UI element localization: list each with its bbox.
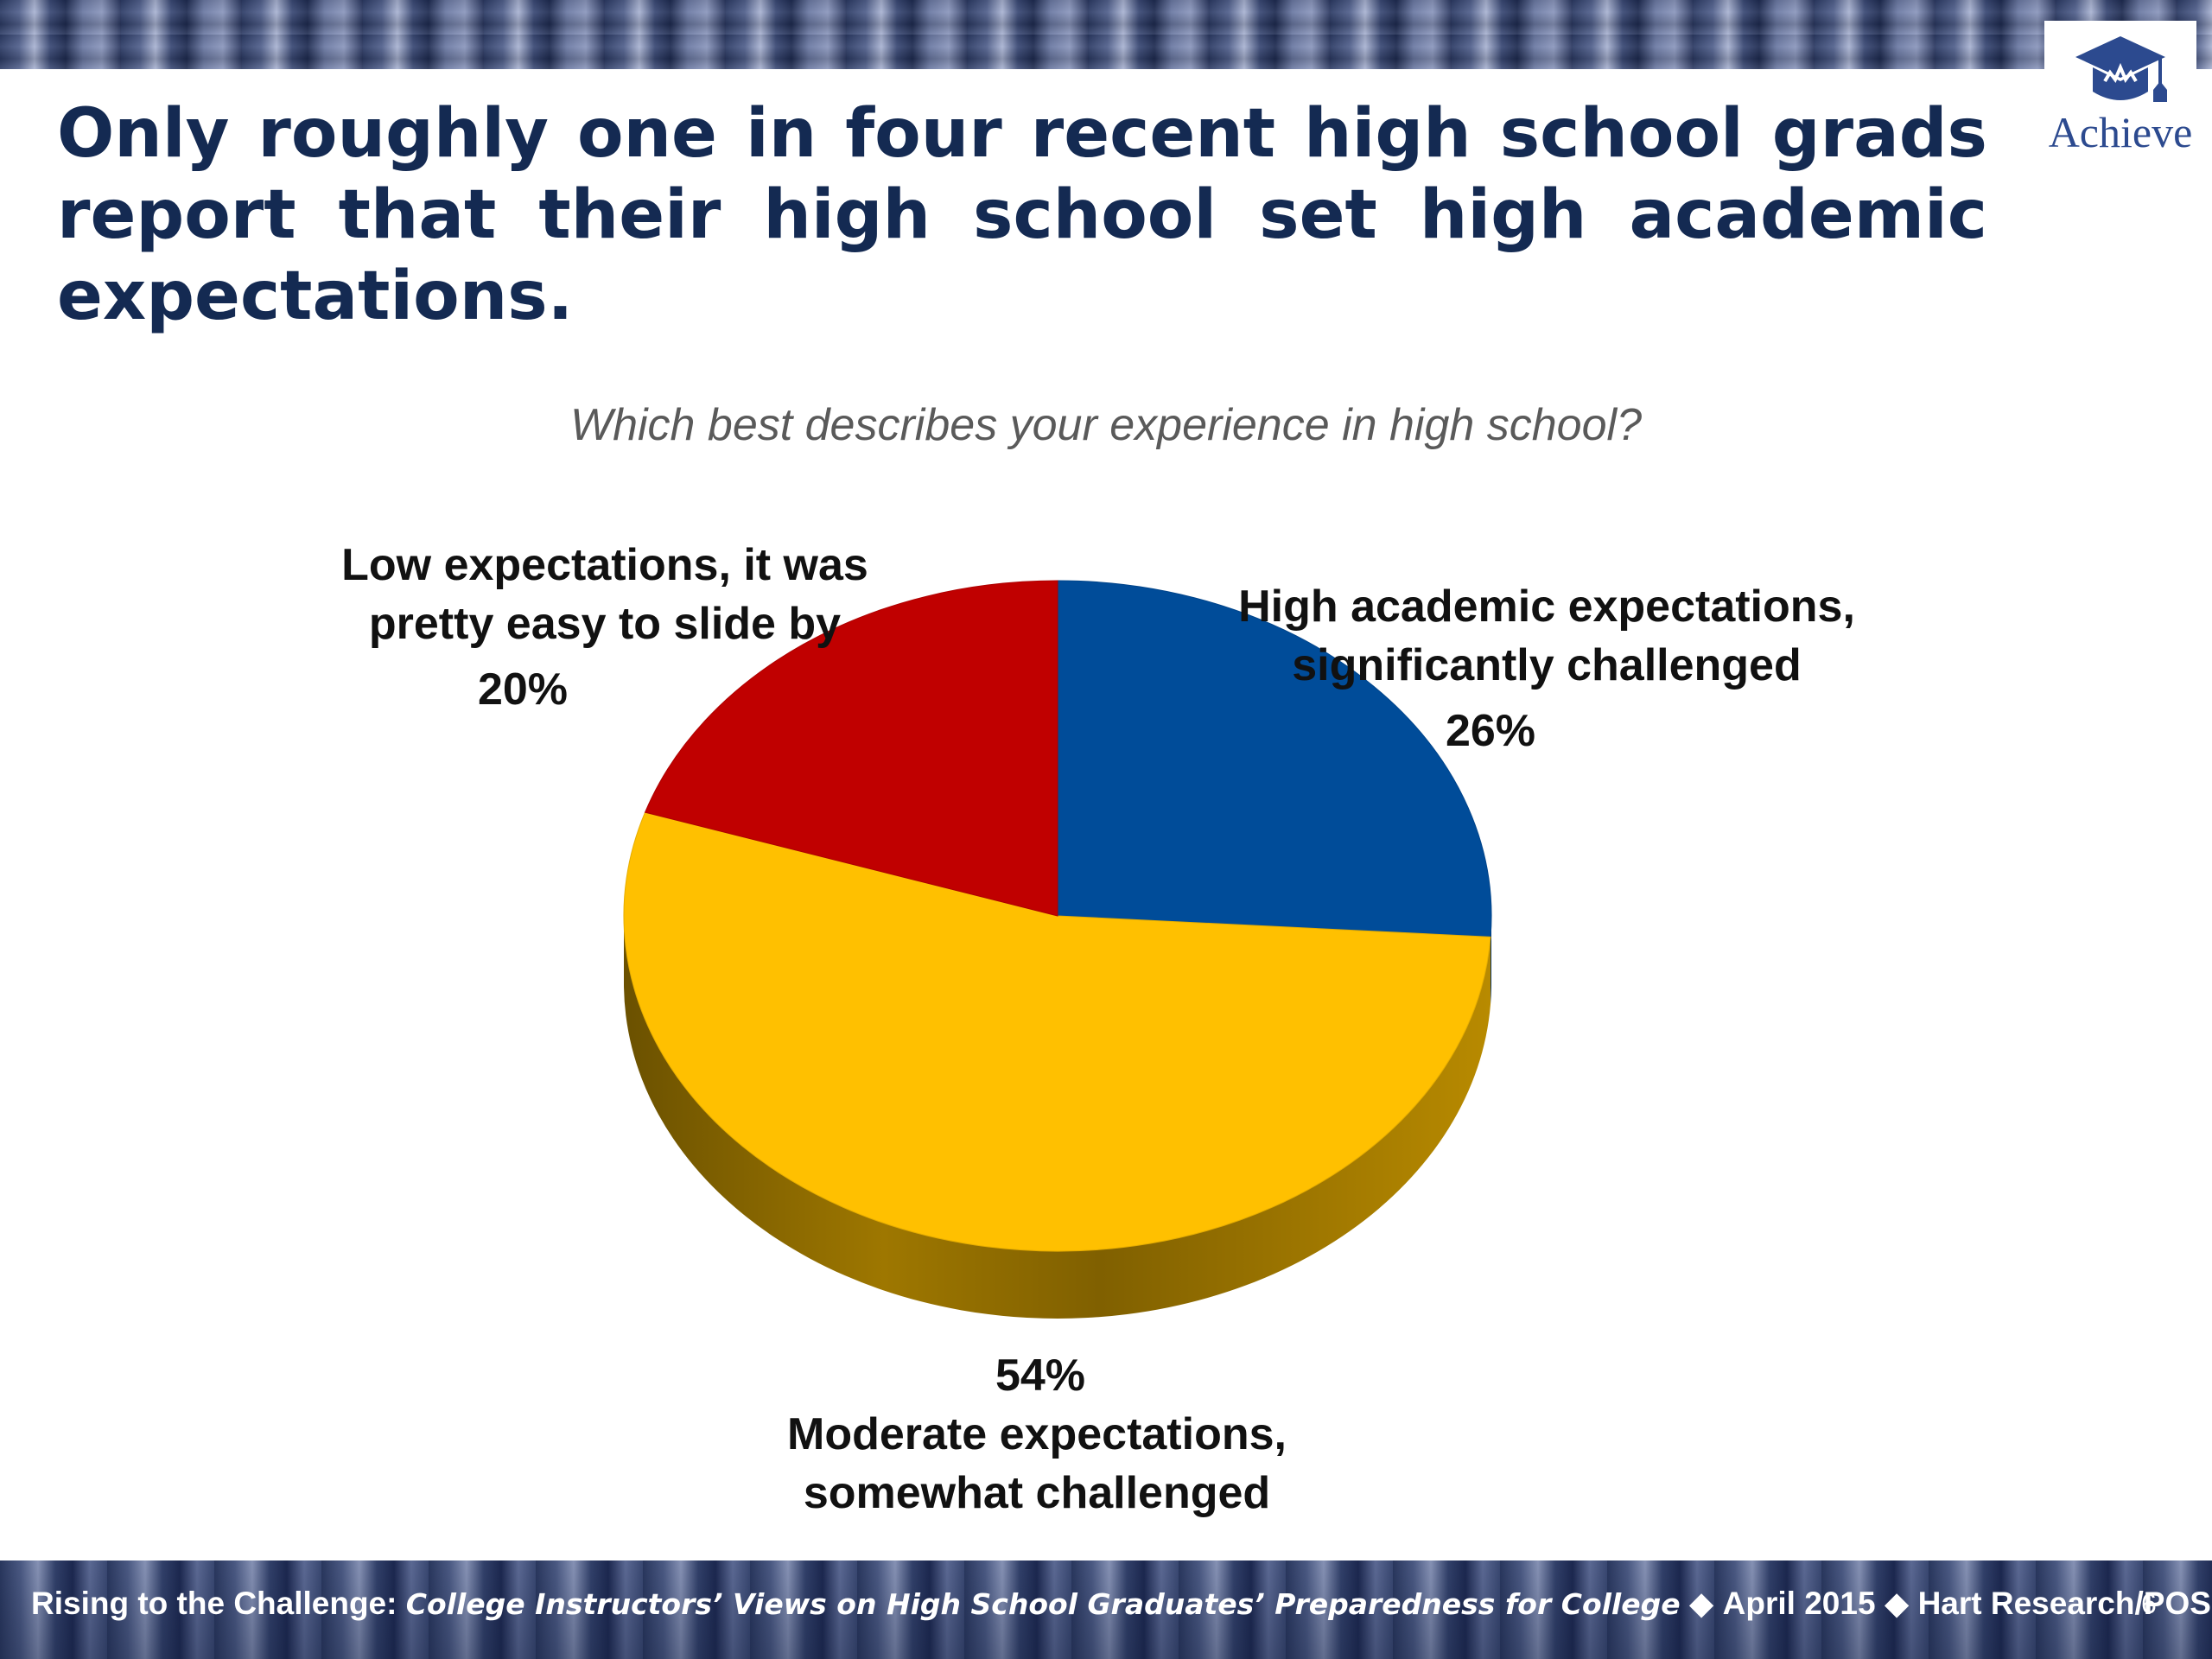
footer-source: Hart Research/POS xyxy=(1917,1586,2211,1621)
label-moderate-line1: Moderate expectations, xyxy=(787,1409,1287,1459)
pie-slice-0 xyxy=(1057,580,1492,938)
footer-citation: Rising to the Challenge: College Instruc… xyxy=(31,1585,2211,1622)
bottom-photo-banner xyxy=(0,1560,2212,1659)
label-low-line1: Low expectations, it was xyxy=(341,540,868,590)
label-high-line2: significantly challenged xyxy=(1292,640,1802,690)
logo-text: Achieve xyxy=(2048,108,2193,156)
label-high-expectations: High academic expectations, significantl… xyxy=(1115,577,1979,760)
pie-side-1 xyxy=(624,916,1491,1319)
graduation-cap-icon xyxy=(2075,36,2167,102)
pie-slice-2 xyxy=(644,580,1058,917)
footer-prefix: Rising to the Challenge: xyxy=(31,1586,397,1621)
label-low-line2: pretty easy to slide by xyxy=(368,599,842,649)
label-low-expectations: Low expectations, it was pretty easy to … xyxy=(173,536,1037,719)
label-moderate-line2: somewhat challenged xyxy=(803,1468,1271,1518)
value-label-high: 26% xyxy=(1445,706,1536,756)
top-photo-banner xyxy=(0,0,2212,69)
pie-slice-1 xyxy=(623,811,1491,1252)
chart-question: Which best describes your experience in … xyxy=(569,400,1642,450)
page-number: 6 xyxy=(2141,1588,2157,1619)
footer-report-title: College Instructors’ Views on High Schoo… xyxy=(405,1587,1681,1621)
footer-separator: ◆ xyxy=(1884,1586,1910,1621)
label-moderate-expectations: 54% Moderate expectations, somewhat chal… xyxy=(605,1346,1469,1522)
value-label-moderate: 54% xyxy=(995,1351,1086,1401)
footer-separator: ◆ xyxy=(1688,1586,1714,1621)
footer-date: April 2015 xyxy=(1722,1586,1876,1621)
label-high-line1: High academic expectations, xyxy=(1238,582,1855,632)
slide-title: Only roughly one in four recent high sch… xyxy=(57,95,1987,335)
value-label-low: 20% xyxy=(477,664,569,715)
achieve-logo: Achieve xyxy=(2044,21,2196,168)
